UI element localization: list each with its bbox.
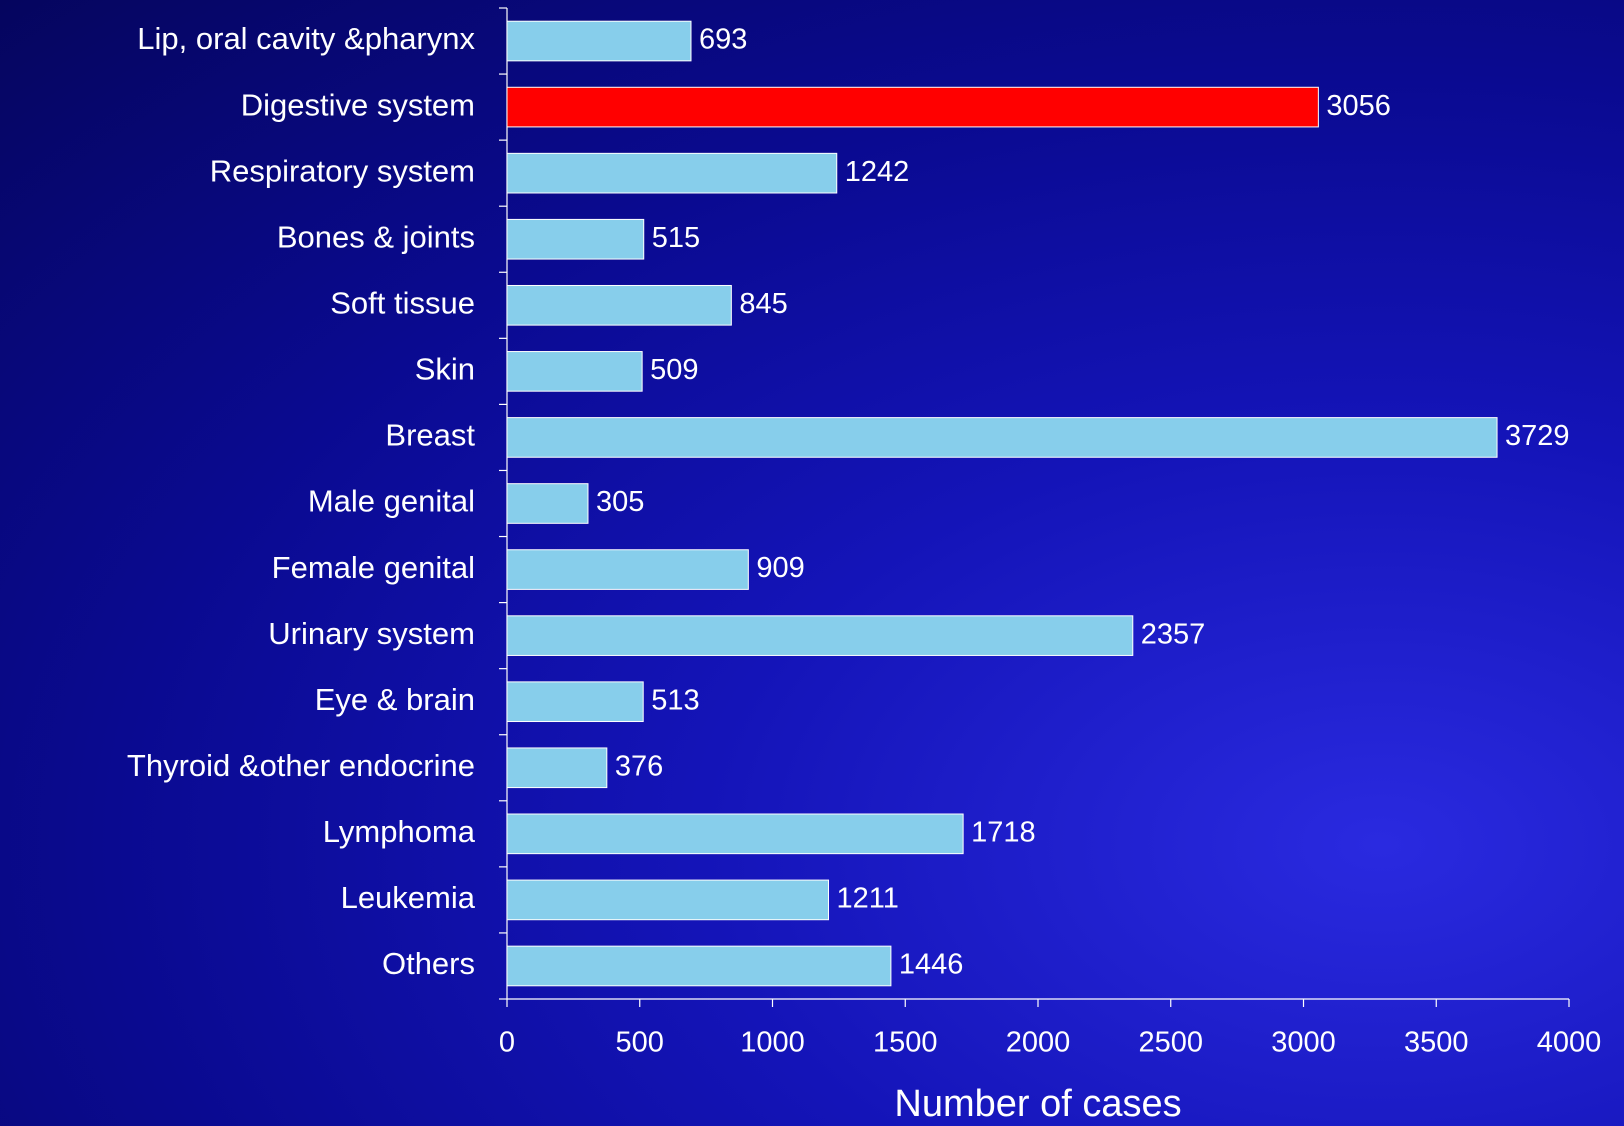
y-tick-label: Male genital <box>308 484 475 519</box>
x-tick-label: 0 <box>499 1027 515 1059</box>
bar <box>506 945 892 987</box>
y-tick-label: Leukemia <box>341 880 476 915</box>
data-label: 376 <box>615 750 663 782</box>
y-tick-label: Lymphoma <box>323 814 476 849</box>
y-tick-label: Digestive system <box>241 87 475 122</box>
bar <box>506 152 838 194</box>
data-label: 3729 <box>1505 420 1570 452</box>
y-tick-label: Eye & brain <box>315 682 475 717</box>
bar <box>506 20 692 62</box>
x-tick-label: 2000 <box>1006 1027 1071 1059</box>
y-tick-label: Lip, oral cavity &pharynx <box>137 21 475 56</box>
data-label: 515 <box>652 222 700 254</box>
bar <box>506 747 608 789</box>
x-tick-label: 500 <box>616 1027 664 1059</box>
x-tick-label: 3000 <box>1271 1027 1336 1059</box>
x-tick-label: 2500 <box>1138 1027 1203 1059</box>
data-label: 1211 <box>837 883 899 915</box>
y-tick-label: Respiratory system <box>210 153 475 188</box>
data-label: 3056 <box>1326 90 1391 122</box>
y-tick-label: Female genital <box>272 550 475 585</box>
bar <box>506 813 964 855</box>
bar <box>506 879 830 921</box>
bar <box>506 86 1319 128</box>
data-label: 2357 <box>1141 618 1206 650</box>
bar <box>506 615 1134 656</box>
y-tick-label: Soft tissue <box>330 285 475 320</box>
x-tick-label: 3500 <box>1404 1027 1469 1059</box>
y-tick-label: Skin <box>415 352 475 387</box>
bar <box>506 549 749 590</box>
data-label: 305 <box>596 486 644 518</box>
x-tick-label: 4000 <box>1537 1027 1602 1059</box>
y-tick-label: Others <box>382 946 475 981</box>
x-axis-title: Number of cases <box>894 1083 1181 1125</box>
x-tick-label: 1000 <box>740 1027 805 1059</box>
bar <box>506 218 645 260</box>
bar <box>506 483 589 524</box>
data-label: 1446 <box>899 949 964 981</box>
bar <box>506 351 643 392</box>
y-tick-label: Breast <box>385 418 475 453</box>
data-label: 1242 <box>845 156 910 188</box>
y-tick-label: Urinary system <box>268 616 475 651</box>
data-label: 1718 <box>971 816 1036 848</box>
bar <box>506 417 1498 458</box>
bar <box>506 681 644 723</box>
data-label: 845 <box>739 288 787 320</box>
x-tick-label: 1500 <box>873 1027 938 1059</box>
data-label: 693 <box>699 24 747 56</box>
bar <box>506 284 732 326</box>
data-label: 513 <box>651 684 699 716</box>
data-label: 909 <box>756 552 804 584</box>
y-tick-label: Thyroid &other endocrine <box>127 748 475 783</box>
data-label: 509 <box>650 354 698 386</box>
y-tick-label: Bones & joints <box>277 219 475 254</box>
